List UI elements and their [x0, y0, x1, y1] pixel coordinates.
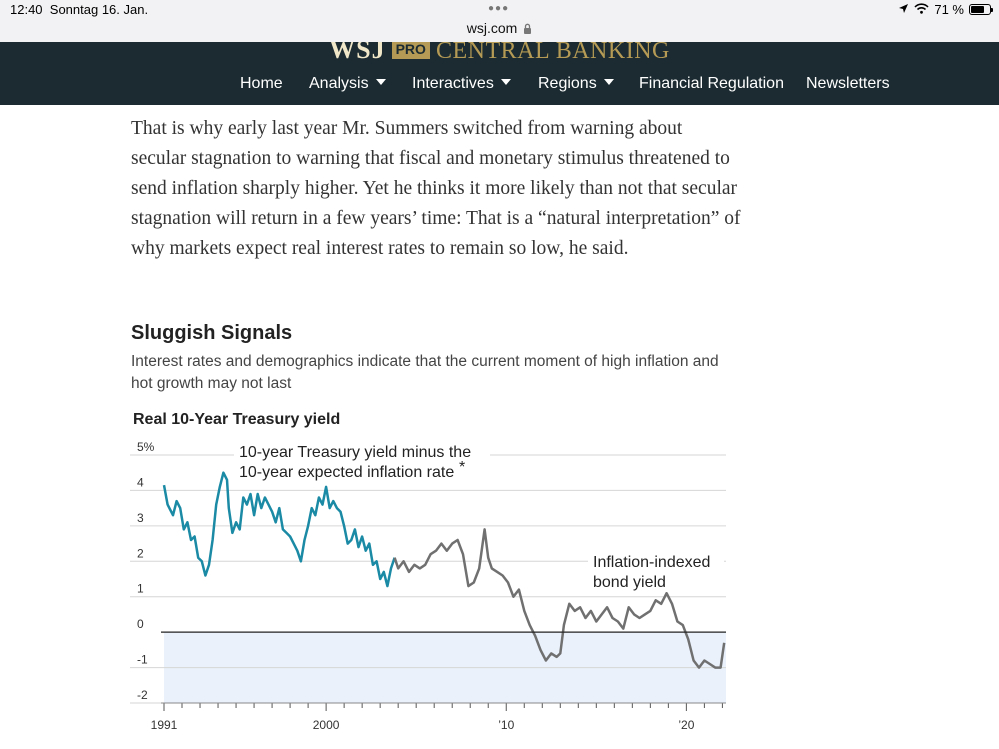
nav-financial-regulation[interactable]: Financial Regulation	[639, 75, 784, 92]
annotation-teal-line1: 10-year Treasury yield minus the	[239, 444, 471, 461]
status-time: 12:40 Sonntag 16. Jan.	[10, 2, 148, 17]
article-paragraph: That is why early last year Mr. Summers …	[131, 118, 741, 259]
x-tick-label: 2000	[313, 718, 340, 732]
status-date: Sonntag 16. Jan.	[49, 2, 149, 17]
lock-icon	[523, 21, 532, 37]
nav-interactives[interactable]: Interactives	[412, 75, 511, 93]
nav-analysis[interactable]: Analysis	[309, 75, 386, 93]
annotation-gray-line2: bond yield	[593, 574, 666, 591]
brand-pro-badge: PRO	[391, 42, 430, 59]
nav-home[interactable]: Home	[240, 75, 283, 92]
annotation-bg	[234, 441, 490, 483]
nav-interactives-label: Interactives	[412, 75, 494, 92]
annotation-bg	[588, 550, 724, 592]
battery-fill	[971, 6, 984, 13]
nav-regions[interactable]: Regions	[538, 75, 614, 93]
y-tick-label: 2	[137, 546, 144, 560]
caret-down-icon	[375, 79, 386, 85]
chart-subtitle: Interest rates and demographics indicate…	[131, 353, 719, 392]
annotation-teal-line2: 10-year expected inflation rate	[239, 464, 454, 481]
y-tick-label: 0	[137, 617, 144, 631]
status-clock: 12:40	[10, 2, 43, 17]
x-tick-label: 1991	[151, 718, 178, 732]
brand-wsj: WSJ	[329, 42, 386, 64]
chart-title: Sluggish Signals	[131, 322, 293, 344]
site-nav: WSJ PRO CENTRAL BANKING Home Analysis Inte…	[0, 42, 999, 105]
y-tick-label: 3	[137, 511, 144, 525]
battery-icon	[969, 4, 993, 15]
y-tick-label: 1	[137, 582, 144, 596]
annotation-gray-line1: Inflation-indexed	[593, 554, 710, 571]
status-bar: 12:40 Sonntag 16. Jan. ●●● wsj.com 71 %	[0, 0, 999, 42]
nav-menu: Home Analysis Interactives Regions Finan…	[0, 75, 999, 99]
x-tick-label: ’20	[678, 718, 694, 732]
y-tick-label: -2	[137, 688, 148, 702]
battery-tip	[991, 8, 993, 12]
chart-label: Real 10-Year Treasury yield	[133, 411, 341, 428]
x-tick-label: ’10	[498, 718, 514, 732]
brand-logo[interactable]: WSJ PRO CENTRAL BANKING	[0, 42, 999, 65]
tab-dots-icon[interactable]: ●●●	[488, 3, 510, 14]
location-icon	[898, 2, 909, 17]
nav-regions-label: Regions	[538, 75, 597, 92]
y-tick-label: -1	[137, 653, 148, 667]
series-line-treasury-minus-inflation	[162, 471, 396, 588]
address-bar[interactable]: wsj.com	[0, 20, 999, 37]
y-tick-label: 5%	[137, 440, 155, 454]
battery-percent: 71 %	[934, 2, 964, 17]
nav-analysis-label: Analysis	[309, 75, 369, 92]
brand-section: CENTRAL BANKING	[435, 42, 670, 64]
url-text: wsj.com	[466, 20, 518, 36]
status-right: 71 %	[898, 2, 993, 17]
wifi-icon	[914, 2, 929, 17]
caret-down-icon	[500, 79, 511, 85]
caret-down-icon	[603, 79, 614, 85]
annotation-star: *	[459, 459, 465, 476]
nav-newsletters[interactable]: Newsletters	[806, 75, 890, 92]
y-tick-label: 4	[137, 475, 144, 489]
series-line-inflation-indexed	[393, 528, 726, 669]
